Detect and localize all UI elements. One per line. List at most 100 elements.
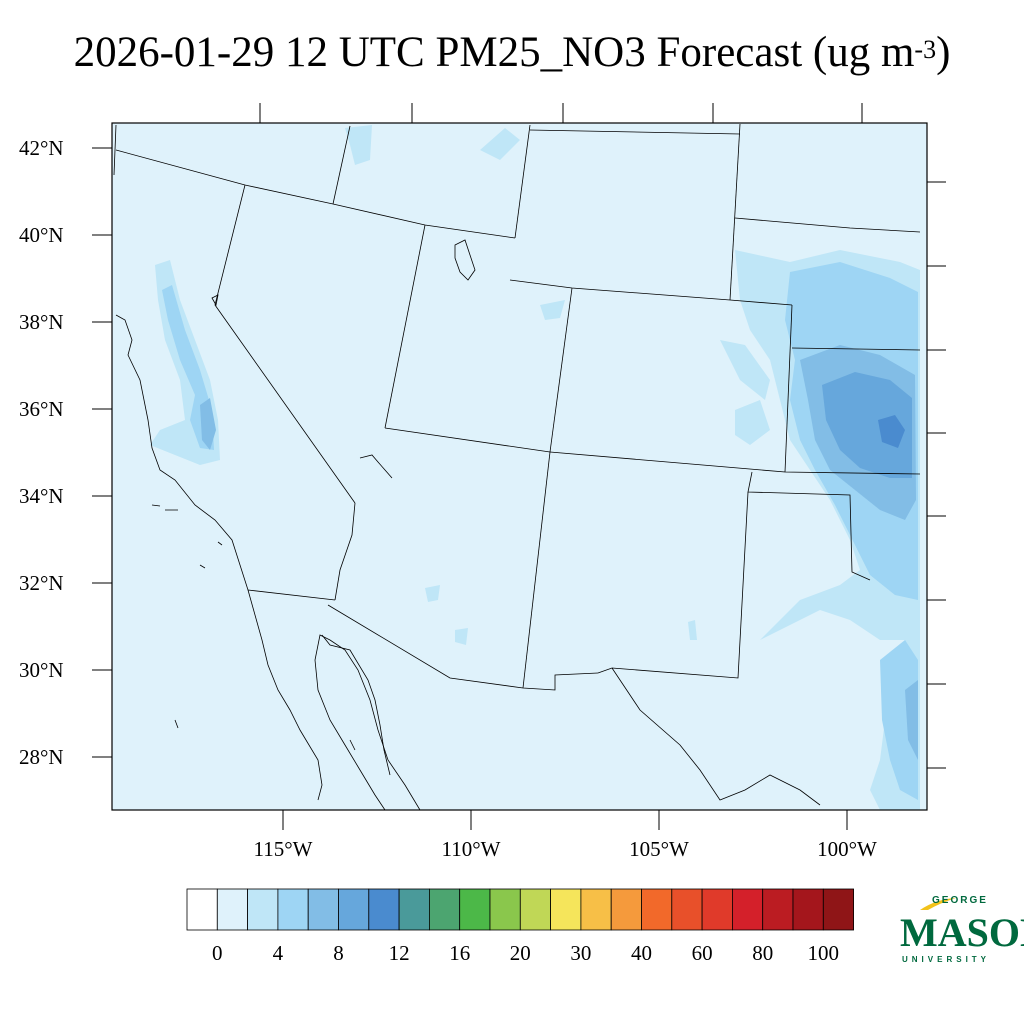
border-co-nm	[549, 451, 921, 475]
colorbar	[186, 888, 854, 931]
title-exponent: -3	[914, 35, 937, 64]
colorbar-box	[307, 888, 339, 931]
colorbar-label: 20	[510, 941, 531, 965]
colorbar-box	[792, 888, 824, 931]
border-nv-ut	[384, 224, 426, 429]
patch-montana	[480, 128, 520, 160]
lat-label: 34°N	[19, 484, 64, 508]
colorbar-label: 4	[273, 941, 284, 965]
colorbar-label: 30	[570, 941, 591, 965]
map-frame	[111, 122, 928, 811]
border-us-mex-ca	[247, 589, 336, 601]
colorbar-box	[216, 888, 249, 931]
colorbar-box	[671, 888, 703, 931]
title-close: )	[936, 29, 951, 76]
patch-arizona	[425, 585, 440, 602]
sonora-coast	[321, 634, 391, 776]
colorbar-label: 60	[692, 941, 713, 965]
colorbar-label: 16	[449, 941, 470, 965]
colorbar-box	[368, 888, 400, 931]
colorbar-box	[580, 888, 612, 931]
border-ca-az	[334, 502, 356, 601]
colorbar-box	[822, 888, 854, 931]
colorbar-label: 40	[631, 941, 652, 965]
logo-swoosh-icon	[920, 898, 956, 910]
colorbar-box	[519, 888, 551, 931]
lon-label: 110°W	[442, 837, 501, 861]
lon-label: 115°W	[254, 837, 313, 861]
latitude-labels: 42°N 40°N 38°N 36°N 34°N 32°N 30°N 28°N	[19, 136, 64, 769]
lake-mead	[359, 454, 393, 479]
map-title: 2026-01-29 12 UTC PM25_NO3 Forecast (ug …	[0, 28, 1024, 77]
colorbar-box	[701, 888, 733, 931]
lat-label: 32°N	[19, 571, 64, 595]
colorbar-box	[398, 888, 430, 931]
gulf-islands	[174, 719, 356, 751]
colorbar-box	[186, 888, 218, 931]
patch-utah-lake	[540, 300, 565, 320]
border-tx-mex	[611, 667, 821, 806]
patch-colorado-2	[735, 400, 770, 445]
pacific-coast	[113, 124, 323, 801]
gmu-logo: GEORGE MASON UNIVERSITY	[896, 895, 1024, 975]
patch-texas	[688, 620, 697, 640]
border-az-nm	[522, 451, 551, 689]
lon-label: 100°W	[817, 837, 877, 861]
colorbar-label: 80	[752, 941, 773, 965]
border-sd-ne	[734, 217, 921, 233]
colorbar-box	[338, 888, 370, 931]
concentration-field	[150, 125, 920, 810]
border-co-ks	[784, 304, 793, 473]
colorbar-box	[428, 888, 461, 931]
lake-tahoe	[211, 294, 219, 307]
lat-label: 36°N	[19, 397, 64, 421]
colorbar-box	[277, 888, 309, 931]
california-band-3	[200, 398, 216, 450]
channel-islands	[151, 504, 223, 569]
colorbar-label: 100	[808, 941, 840, 965]
border-id-mt	[332, 125, 351, 205]
border-wy-mt	[514, 124, 531, 239]
title-text: 2026-01-29 12 UTC PM25_NO3 Forecast (ug …	[73, 29, 915, 76]
colorbar-label: 8	[333, 941, 344, 965]
logo-mason: MASON	[900, 910, 1024, 955]
border-az-ut	[384, 427, 551, 453]
colorbar-box	[459, 888, 491, 931]
colorbar-box	[550, 888, 582, 931]
lon-label: 105°W	[629, 837, 689, 861]
plume-south-2	[905, 680, 918, 760]
logo-university: UNIVERSITY	[902, 955, 991, 964]
colorbar-label: 0	[212, 941, 223, 965]
state-borders	[115, 123, 921, 806]
lat-label: 30°N	[19, 658, 64, 682]
lat-label: 28°N	[19, 745, 64, 769]
colorbar-label: 12	[389, 941, 410, 965]
logo-george: GEORGE	[932, 895, 988, 906]
colorbar-box	[732, 888, 764, 931]
longitude-labels: 115°W 110°W 105°W 100°W	[254, 837, 878, 861]
tick-marks	[92, 103, 946, 830]
colorbar-box	[641, 888, 673, 931]
border-ut-co	[549, 287, 573, 453]
border-nm-ok-tx	[747, 471, 871, 581]
patch-idaho	[345, 125, 372, 165]
colorbar-box	[610, 888, 642, 931]
lat-label: 42°N	[19, 136, 64, 160]
border-wy-co-south	[509, 279, 793, 306]
plume-level-5	[878, 415, 905, 448]
patch-colorado	[720, 340, 770, 400]
lat-label: 40°N	[19, 223, 64, 247]
patch-newmexico	[455, 628, 468, 645]
border-nm-tx	[597, 491, 749, 679]
border-wy-sd	[729, 123, 741, 301]
border-ks-ok	[791, 347, 921, 351]
colorbar-box	[762, 888, 794, 931]
map-panel	[112, 123, 927, 810]
coastlines	[113, 124, 476, 811]
plume-south-1	[880, 640, 918, 800]
lat-label: 38°N	[19, 310, 64, 334]
colorbar-box	[489, 888, 521, 931]
border-ca-nv	[214, 184, 356, 504]
colorbar-box	[247, 888, 279, 931]
